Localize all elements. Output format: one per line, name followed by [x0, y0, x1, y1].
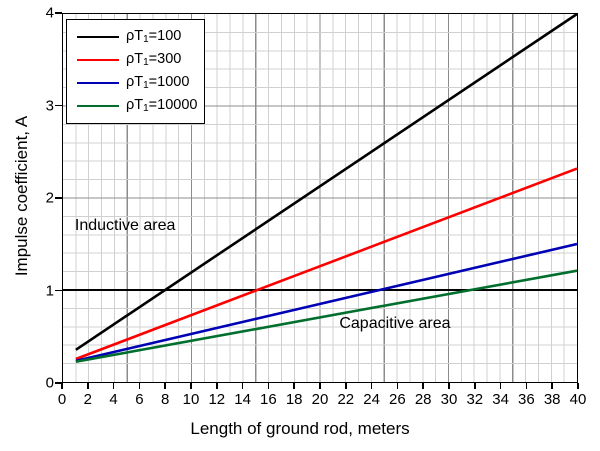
legend-item-0: ρT1=100 — [73, 25, 198, 48]
legend-item-3: ρT1=10000 — [73, 94, 198, 117]
legend-swatch-icon — [77, 35, 119, 38]
series-line-1 — [75, 167, 578, 361]
y-tick-label: 4 — [45, 4, 54, 22]
y-tick-mark — [55, 197, 62, 199]
x-tick-mark — [499, 383, 502, 389]
x-tick-label: 20 — [311, 391, 329, 408]
y-tick-label: 2 — [45, 189, 54, 207]
y-tick-label: 3 — [45, 97, 54, 114]
y-tick-label: 0 — [45, 374, 54, 392]
x-tick-label: 30 — [440, 391, 458, 408]
x-tick-mark — [422, 383, 424, 389]
x-tick-mark — [112, 383, 115, 389]
series-line-2 — [75, 242, 578, 363]
x-tick-label: 34 — [492, 391, 509, 408]
legend-swatch-icon — [77, 104, 119, 107]
y-tick-mark — [55, 382, 62, 384]
x-tick-mark — [370, 383, 373, 389]
legend-item-label: ρT1=1000 — [126, 74, 190, 91]
x-tick-label: 38 — [543, 391, 561, 408]
x-tick-mark — [138, 383, 141, 389]
x-tick-label: 4 — [109, 391, 118, 408]
x-tick-label: 26 — [389, 391, 406, 408]
x-tick-mark — [551, 383, 553, 389]
x-tick-label: 22 — [337, 391, 355, 408]
series-line-0 — [75, 12, 578, 351]
x-tick-label: 40 — [569, 391, 587, 408]
legend-item-1: ρT1=300 — [73, 48, 198, 71]
legend-item-label: ρT1=300 — [126, 51, 182, 68]
x-tick-mark — [216, 383, 218, 389]
x-tick-mark — [319, 383, 321, 389]
x-tick-mark — [448, 383, 450, 389]
x-tick-label: 28 — [414, 391, 432, 408]
x-tick-mark — [577, 383, 579, 389]
x-tick-mark — [164, 383, 166, 389]
x-tick-label: 10 — [182, 391, 200, 408]
x-tick-mark — [396, 383, 399, 389]
x-tick-label: 36 — [518, 391, 535, 408]
x-tick-mark — [525, 383, 528, 389]
legend: ρT1=100 ρT1=300 ρT1=1000 ρT1=10000 — [66, 19, 205, 124]
x-tick-label: 32 — [466, 391, 484, 408]
x-axis-label: Length of ground rod, meters — [190, 419, 410, 438]
x-tick-label: 16 — [260, 391, 277, 408]
legend-item-label: ρT1=100 — [126, 28, 182, 45]
data-layer — [63, 12, 578, 364]
y-tick-mark — [55, 12, 62, 14]
y-tick-mark — [55, 104, 62, 107]
inductive-area: Inductive area — [74, 216, 176, 234]
x-tick-label: 2 — [83, 391, 92, 408]
series-line-3 — [75, 269, 578, 364]
y-tick-label: 1 — [45, 282, 54, 299]
capacitive-area: Capacitive area — [339, 314, 451, 332]
x-tick-mark — [293, 383, 295, 389]
x-tick-label: 18 — [285, 391, 303, 408]
x-tick-mark — [190, 383, 192, 389]
legend-swatch-icon — [77, 58, 119, 61]
legend-swatch-icon — [77, 81, 119, 84]
x-tick-label: 8 — [161, 391, 170, 408]
legend-item-2: ρT1=1000 — [73, 71, 198, 94]
x-tick-mark — [87, 383, 89, 389]
x-tick-label: 14 — [234, 391, 251, 408]
x-tick-mark — [241, 383, 244, 389]
x-tick-label: 6 — [135, 391, 144, 408]
legend-item-label: ρT1=10000 — [126, 97, 198, 114]
x-tick-mark — [474, 383, 476, 389]
y-tick-mark — [55, 289, 62, 292]
x-tick-mark — [345, 383, 347, 389]
x-tick-mark — [267, 383, 270, 389]
x-tick-label: 0 — [57, 391, 67, 408]
x-tick-mark — [61, 383, 63, 389]
x-tick-label: 12 — [208, 391, 226, 408]
x-tick-label: 24 — [363, 391, 380, 408]
